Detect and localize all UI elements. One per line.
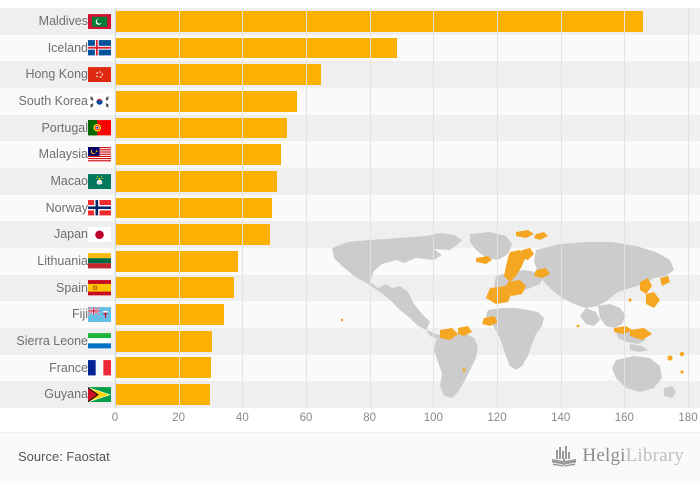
flag-icon-macao bbox=[88, 173, 111, 190]
flag-icon-guyana bbox=[88, 386, 111, 403]
bar[interactable] bbox=[115, 330, 212, 352]
table-row[interactable]: South Korea bbox=[0, 87, 700, 115]
category-label: Lithuania bbox=[37, 253, 88, 268]
brand-logo[interactable]: HelgiLibrary bbox=[551, 445, 684, 467]
bar[interactable] bbox=[115, 10, 644, 32]
flag-icon-fiji bbox=[88, 306, 111, 323]
x-tick-label: 180 bbox=[678, 412, 698, 424]
bar[interactable] bbox=[115, 384, 210, 405]
table-row[interactable]: Maldives bbox=[0, 8, 700, 35]
category-label: Macao bbox=[50, 173, 88, 188]
x-tick-label: 160 bbox=[614, 412, 634, 424]
category-label: Iceland bbox=[47, 40, 88, 55]
source-label: Source: Faostat bbox=[18, 449, 110, 464]
flag-icon-iceland bbox=[88, 40, 111, 56]
flag-icon-japan bbox=[88, 226, 111, 243]
table-row[interactable]: Lithuania bbox=[0, 247, 700, 275]
bar[interactable] bbox=[115, 90, 298, 112]
bar[interactable] bbox=[115, 117, 288, 139]
category-label: Hong Kong bbox=[25, 67, 88, 82]
x-tick-label: 40 bbox=[235, 412, 249, 424]
category-label: Japan bbox=[53, 227, 88, 242]
category-label: Fiji bbox=[72, 307, 88, 322]
bar[interactable] bbox=[115, 144, 282, 165]
bar[interactable] bbox=[115, 197, 273, 219]
flag-icon-lithuania bbox=[88, 253, 111, 269]
table-row[interactable]: Macao bbox=[0, 167, 700, 195]
category-label: Norway bbox=[45, 200, 88, 215]
brand-wordmark: HelgiLibrary bbox=[582, 445, 684, 467]
table-row[interactable]: Iceland bbox=[0, 34, 700, 62]
bar[interactable] bbox=[115, 304, 224, 325]
bar[interactable] bbox=[115, 170, 278, 192]
x-tick-label: 140 bbox=[551, 412, 571, 424]
flag-icon-south-korea bbox=[88, 93, 111, 110]
category-label: South Korea bbox=[18, 93, 89, 108]
bar[interactable] bbox=[115, 224, 270, 245]
category-label: Maldives bbox=[38, 14, 88, 28]
bar[interactable] bbox=[115, 357, 212, 379]
bar[interactable] bbox=[115, 64, 321, 86]
x-tick-label: 80 bbox=[363, 412, 377, 424]
flag-icon-norway bbox=[88, 200, 111, 216]
x-tick-label: 0 bbox=[111, 412, 119, 424]
x-tick-label: 120 bbox=[487, 412, 507, 424]
category-label: Malaysia bbox=[38, 147, 88, 162]
flag-icon-france bbox=[88, 360, 111, 376]
flag-icon-spain bbox=[88, 280, 111, 296]
flag-icon-malaysia bbox=[88, 146, 111, 163]
category-label: Guyana bbox=[44, 387, 88, 402]
category-label: Portugal bbox=[41, 120, 88, 135]
category-label: Sierra Leone bbox=[16, 333, 88, 348]
chart-rows: Maldives Iceland Hong Kong South Korea Portu… bbox=[0, 8, 700, 408]
bar[interactable] bbox=[115, 277, 235, 299]
table-row[interactable]: Japan bbox=[0, 221, 700, 248]
table-row[interactable]: Norway bbox=[0, 194, 700, 222]
x-axis: 0 20 40 60 80 100 120 140 160 180 bbox=[0, 408, 700, 432]
flag-icon-sierra-leone bbox=[88, 333, 111, 349]
table-row[interactable]: Guyana bbox=[0, 381, 700, 408]
bar-chart: Maldives Iceland Hong Kong South Korea Portu… bbox=[0, 8, 700, 408]
table-row[interactable]: Portugal bbox=[0, 114, 700, 142]
table-row[interactable]: Fiji bbox=[0, 301, 700, 328]
table-row[interactable]: Malaysia bbox=[0, 141, 700, 168]
chart-footer: Source: Faostat HelgiLibrary bbox=[0, 432, 700, 484]
brand-secondary: Library bbox=[625, 445, 684, 466]
bar[interactable] bbox=[115, 250, 238, 272]
flag-icon-maldives bbox=[88, 13, 111, 30]
x-tick-label: 100 bbox=[423, 412, 443, 424]
table-row[interactable]: France bbox=[0, 354, 700, 382]
bar[interactable] bbox=[115, 37, 398, 59]
brand-primary: Helgi bbox=[582, 445, 626, 466]
x-tick-label: 60 bbox=[299, 412, 313, 424]
table-row[interactable]: Sierra Leone bbox=[0, 327, 700, 355]
category-label: France bbox=[49, 360, 88, 375]
table-row[interactable]: Hong Kong bbox=[0, 61, 700, 88]
x-tick-label: 20 bbox=[172, 412, 186, 424]
table-row[interactable]: Spain bbox=[0, 274, 700, 302]
open-book-icon bbox=[552, 446, 577, 467]
category-label: Spain bbox=[56, 280, 88, 295]
flag-icon-hong-kong bbox=[88, 66, 111, 83]
flag-icon-portugal bbox=[88, 120, 111, 136]
